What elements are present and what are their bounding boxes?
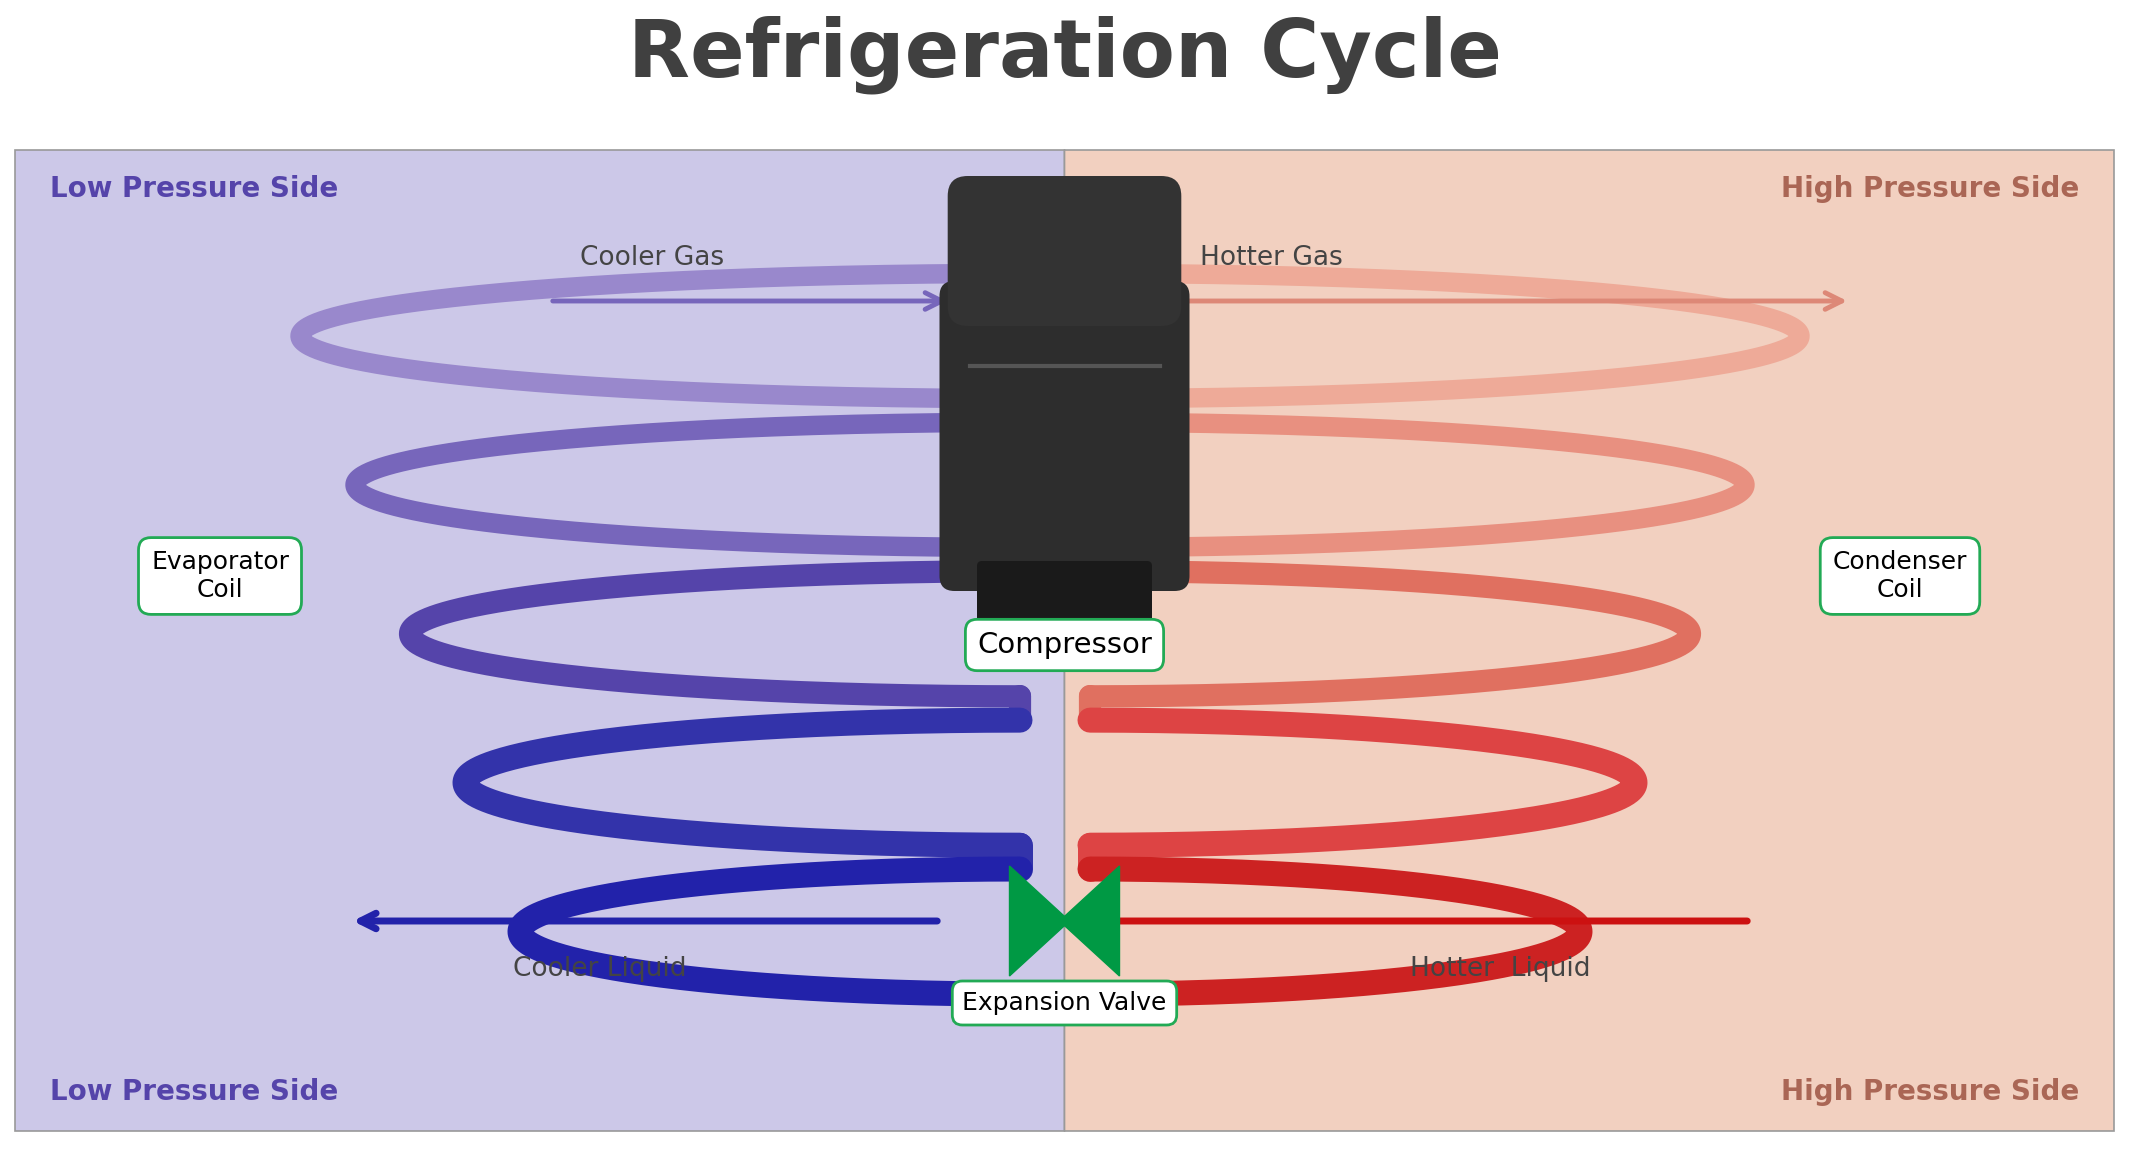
Text: Compressor: Compressor	[977, 631, 1152, 659]
Text: Evaporator
Coil: Evaporator Coil	[151, 550, 290, 602]
Polygon shape	[1009, 866, 1069, 976]
Text: High Pressure Side: High Pressure Side	[1780, 1079, 2080, 1106]
Text: Hotter Gas: Hotter Gas	[1201, 245, 1343, 271]
FancyBboxPatch shape	[1064, 150, 2114, 1131]
Polygon shape	[1060, 866, 1120, 976]
Text: Low Pressure Side: Low Pressure Side	[49, 1079, 339, 1106]
Text: Refrigeration Cycle: Refrigeration Cycle	[628, 15, 1501, 94]
FancyBboxPatch shape	[15, 150, 1064, 1131]
FancyBboxPatch shape	[947, 176, 1182, 326]
Text: Cooler Liquid: Cooler Liquid	[513, 956, 688, 981]
Text: Expansion Valve: Expansion Valve	[962, 991, 1167, 1015]
Text: High Pressure Side: High Pressure Side	[1780, 175, 2080, 203]
FancyBboxPatch shape	[939, 281, 1190, 591]
Text: Condenser
Coil: Condenser Coil	[1833, 550, 1967, 602]
Text: Low Pressure Side: Low Pressure Side	[49, 175, 339, 203]
Text: Hotter  Liquid: Hotter Liquid	[1409, 956, 1590, 981]
Text: Cooler Gas: Cooler Gas	[579, 245, 724, 271]
FancyBboxPatch shape	[977, 561, 1152, 627]
